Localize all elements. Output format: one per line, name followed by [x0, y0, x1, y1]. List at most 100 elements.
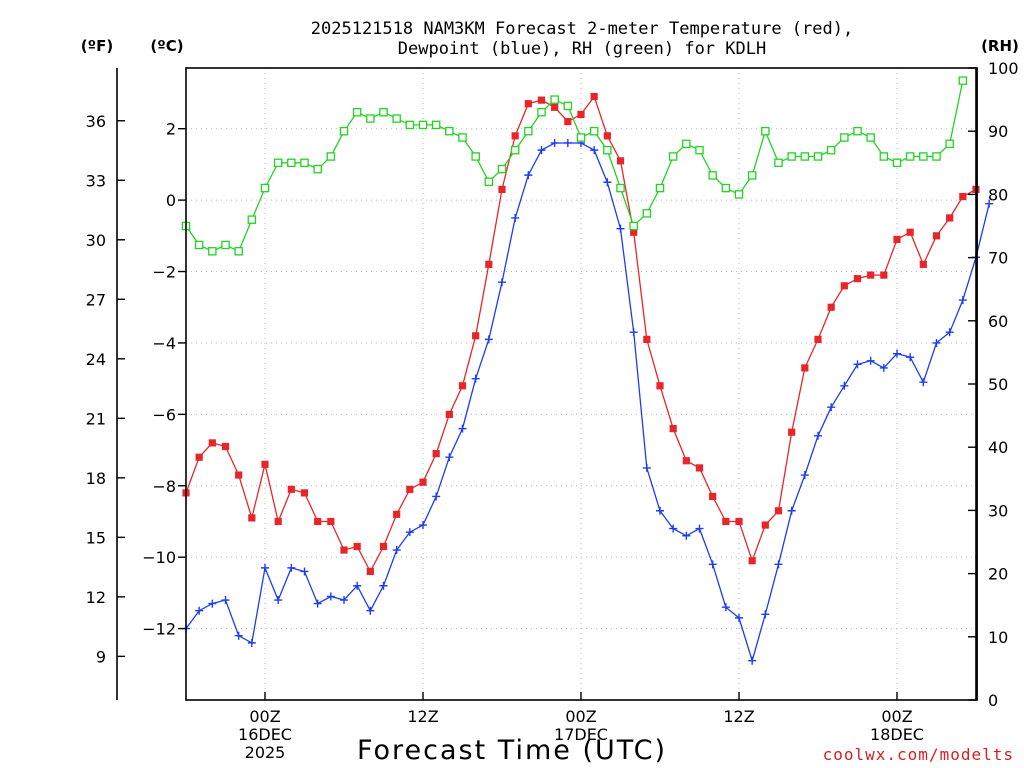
dewpoint-point — [800, 471, 809, 480]
dewpoint-point — [471, 374, 480, 383]
rh-point — [510, 145, 520, 155]
dewpoint-point — [353, 581, 362, 590]
rh-tick-label: 80 — [988, 185, 1008, 204]
temperature-point — [432, 450, 440, 458]
rh-point — [524, 126, 533, 136]
rh-point — [734, 190, 744, 199]
dewpoint-point — [682, 531, 691, 540]
rh-point — [550, 95, 559, 104]
rh-point — [761, 126, 770, 136]
temperature-point — [669, 425, 677, 433]
chart-title-line-2: Dewpoint (blue), RH (green) for KDLH — [398, 39, 766, 59]
temperature-point — [932, 232, 941, 240]
rh-point — [616, 183, 625, 193]
celsius-tick-label: −4 — [152, 334, 176, 353]
rh-tick-label: 0 — [988, 691, 998, 710]
data-series — [181, 76, 994, 665]
dewpoint-point — [708, 560, 717, 569]
dewpoint-point — [366, 606, 375, 615]
rh-point — [339, 126, 349, 136]
celsius-unit-label: (ºC) — [150, 37, 183, 55]
rh-point — [826, 145, 836, 155]
temperature-point — [524, 100, 532, 108]
temperature-point — [788, 428, 796, 436]
temperature-point — [208, 439, 216, 447]
dewpoint-point — [234, 631, 243, 640]
rh-tick-label: 60 — [988, 312, 1008, 331]
dewpoint-point — [721, 603, 730, 612]
temperature-line — [185, 95, 977, 573]
fahrenheit-tick-label: 30 — [86, 231, 106, 250]
rh-point — [853, 126, 862, 136]
rh-point — [800, 152, 810, 161]
temperature-point — [248, 514, 256, 522]
credit-link[interactable]: coolwx.com/modelts — [823, 745, 1014, 764]
temperature-point — [551, 103, 559, 111]
rh-point — [445, 126, 454, 136]
rh-point — [945, 139, 954, 149]
dewpoint-point — [261, 563, 269, 572]
fahrenheit-tick-label: 9 — [96, 647, 106, 666]
rh-point — [708, 171, 717, 180]
temperature-point — [893, 235, 901, 243]
rh-point — [194, 240, 204, 250]
rh-point — [208, 247, 217, 256]
temperature-point — [919, 260, 927, 268]
rh-point — [392, 114, 401, 123]
rh-point — [813, 152, 823, 161]
fahrenheit-unit-label: (ºF) — [81, 37, 113, 55]
celsius-tick-label: −8 — [152, 477, 176, 496]
rh-point — [352, 107, 362, 117]
time-tick-label: 00Z — [881, 707, 912, 726]
dewpoint-point — [340, 596, 348, 605]
dewpoint-point — [313, 599, 322, 608]
temperature-point — [353, 542, 361, 551]
rh-point — [905, 152, 915, 161]
dewpoint-point — [629, 328, 638, 337]
rh-tick-label: 70 — [988, 249, 1008, 268]
dewpoint-point — [774, 560, 783, 569]
rh-point — [747, 171, 757, 180]
rh-point — [418, 120, 428, 130]
dewpoint-point — [695, 524, 704, 533]
temperature-point — [314, 517, 322, 526]
dewpoint-point — [326, 592, 335, 601]
fahrenheit-tick-label: 36 — [86, 112, 106, 131]
dewpoint-point — [642, 463, 651, 472]
time-tick-label: 17DEC — [554, 725, 608, 744]
rh-point — [892, 158, 902, 168]
rh-point — [655, 183, 665, 193]
dewpoint-point — [853, 360, 862, 369]
rh-point — [919, 152, 928, 161]
rh-point — [379, 107, 388, 117]
rh-point — [840, 133, 849, 142]
temperature-point — [366, 567, 374, 576]
temperature-point — [235, 471, 243, 479]
time-tick-label: 12Z — [407, 707, 438, 726]
temperature-point — [867, 271, 875, 279]
temperature-point — [300, 489, 309, 497]
chart-title-line-1: 2025121518 NAM3KM Forecast 2-meter Tempe… — [311, 19, 853, 39]
temperature-point — [458, 382, 467, 390]
rh-point — [629, 221, 638, 231]
rh-point — [787, 152, 796, 161]
temperature-point — [327, 517, 335, 526]
temperature-point — [880, 271, 888, 279]
temperature-point — [814, 335, 822, 343]
dewpoint-point — [656, 506, 664, 515]
axis-ticks: −12 −10 −8 −6 −4 −2 0 2 9 12 15 18 21 24 27 30 33 36 0 10 20… — [86, 59, 1019, 762]
fahrenheit-tick-label: 24 — [86, 350, 106, 369]
time-tick-label: 12Z — [723, 707, 754, 726]
time-tick-label: 16DEC — [238, 725, 292, 744]
dewpoint-point — [827, 403, 836, 412]
rh-point — [366, 114, 375, 123]
dewpoint-point — [484, 335, 493, 344]
dewpoint-point — [300, 567, 309, 576]
fahrenheit-tick-label: 21 — [86, 409, 106, 428]
rh-point — [695, 145, 704, 155]
dewpoint-point — [287, 563, 296, 572]
dewpoint-point — [392, 546, 401, 555]
dewpoint-point — [787, 506, 796, 515]
temperature-point — [419, 478, 427, 486]
rh-point — [563, 101, 573, 111]
